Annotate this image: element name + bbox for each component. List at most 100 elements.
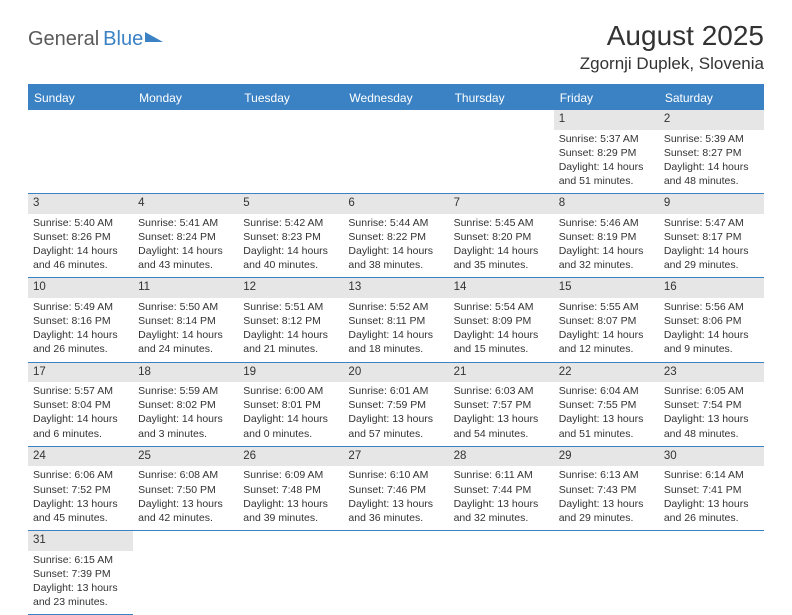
- day-number: 17: [28, 363, 133, 383]
- weekday-header: Friday: [554, 86, 659, 110]
- day-number: 22: [554, 363, 659, 383]
- sunrise-text: Sunrise: 5:42 AM: [243, 216, 338, 230]
- day-number: 11: [133, 278, 238, 298]
- daylight-text: Daylight: 13 hours and 39 minutes.: [243, 497, 338, 525]
- day-number: 24: [28, 447, 133, 467]
- day-number: 12: [238, 278, 343, 298]
- day-cell: 18Sunrise: 5:59 AMSunset: 8:02 PMDayligh…: [133, 363, 238, 447]
- sunset-text: Sunset: 8:09 PM: [454, 314, 549, 328]
- day-cell: 31Sunrise: 6:15 AMSunset: 7:39 PMDayligh…: [28, 531, 133, 615]
- daylight-text: Daylight: 13 hours and 29 minutes.: [559, 497, 654, 525]
- header: GeneralBlue August 2025 Zgornji Duplek, …: [28, 20, 764, 74]
- day-number: 13: [343, 278, 448, 298]
- logo-flag-icon: [145, 32, 163, 42]
- empty-cell: [343, 110, 448, 194]
- day-number: 27: [343, 447, 448, 467]
- day-number: 28: [449, 447, 554, 467]
- empty-cell: [133, 110, 238, 194]
- sunset-text: Sunset: 8:07 PM: [559, 314, 654, 328]
- daylight-text: Daylight: 13 hours and 54 minutes.: [454, 412, 549, 440]
- logo-text-blue: Blue: [103, 28, 143, 51]
- day-number: 14: [449, 278, 554, 298]
- sunrise-text: Sunrise: 5:50 AM: [138, 300, 233, 314]
- sunset-text: Sunset: 8:14 PM: [138, 314, 233, 328]
- day-number: 19: [238, 363, 343, 383]
- daylight-text: Daylight: 14 hours and 3 minutes.: [138, 412, 233, 440]
- daylight-text: Daylight: 14 hours and 24 minutes.: [138, 328, 233, 356]
- sunset-text: Sunset: 7:39 PM: [33, 567, 128, 581]
- day-number: 25: [133, 447, 238, 467]
- day-number: 16: [659, 278, 764, 298]
- day-cell: 28Sunrise: 6:11 AMSunset: 7:44 PMDayligh…: [449, 447, 554, 531]
- sunset-text: Sunset: 8:11 PM: [348, 314, 443, 328]
- day-cell: 26Sunrise: 6:09 AMSunset: 7:48 PMDayligh…: [238, 447, 343, 531]
- day-cell: 2Sunrise: 5:39 AMSunset: 8:27 PMDaylight…: [659, 110, 764, 194]
- daylight-text: Daylight: 13 hours and 23 minutes.: [33, 581, 128, 609]
- day-number: 15: [554, 278, 659, 298]
- sunrise-text: Sunrise: 6:08 AM: [138, 468, 233, 482]
- day-number: 21: [449, 363, 554, 383]
- daylight-text: Daylight: 13 hours and 51 minutes.: [559, 412, 654, 440]
- day-cell: 30Sunrise: 6:14 AMSunset: 7:41 PMDayligh…: [659, 447, 764, 531]
- sunset-text: Sunset: 8:04 PM: [33, 398, 128, 412]
- day-number: 5: [238, 194, 343, 214]
- day-number: 8: [554, 194, 659, 214]
- daylight-text: Daylight: 14 hours and 35 minutes.: [454, 244, 549, 272]
- sunrise-text: Sunrise: 6:15 AM: [33, 553, 128, 567]
- day-cell: 13Sunrise: 5:52 AMSunset: 8:11 PMDayligh…: [343, 278, 448, 362]
- title-block: August 2025 Zgornji Duplek, Slovenia: [580, 20, 764, 74]
- daylight-text: Daylight: 14 hours and 6 minutes.: [33, 412, 128, 440]
- sunrise-text: Sunrise: 5:44 AM: [348, 216, 443, 230]
- sunrise-text: Sunrise: 5:51 AM: [243, 300, 338, 314]
- daylight-text: Daylight: 13 hours and 26 minutes.: [664, 497, 759, 525]
- sunrise-text: Sunrise: 6:06 AM: [33, 468, 128, 482]
- weekday-header: Thursday: [449, 86, 554, 110]
- daylight-text: Daylight: 14 hours and 29 minutes.: [664, 244, 759, 272]
- day-number: 26: [238, 447, 343, 467]
- day-cell: 29Sunrise: 6:13 AMSunset: 7:43 PMDayligh…: [554, 447, 659, 531]
- day-cell: 15Sunrise: 5:55 AMSunset: 8:07 PMDayligh…: [554, 278, 659, 362]
- sunrise-text: Sunrise: 5:37 AM: [559, 132, 654, 146]
- weekday-header: Tuesday: [238, 86, 343, 110]
- sunrise-text: Sunrise: 5:46 AM: [559, 216, 654, 230]
- daylight-text: Daylight: 14 hours and 21 minutes.: [243, 328, 338, 356]
- daylight-text: Daylight: 13 hours and 36 minutes.: [348, 497, 443, 525]
- weekday-header: Wednesday: [343, 86, 448, 110]
- daylight-text: Daylight: 13 hours and 32 minutes.: [454, 497, 549, 525]
- sunset-text: Sunset: 8:17 PM: [664, 230, 759, 244]
- day-cell: 16Sunrise: 5:56 AMSunset: 8:06 PMDayligh…: [659, 278, 764, 362]
- daylight-text: Daylight: 14 hours and 51 minutes.: [559, 160, 654, 188]
- day-number: 1: [554, 110, 659, 130]
- sunset-text: Sunset: 7:54 PM: [664, 398, 759, 412]
- day-cell: 5Sunrise: 5:42 AMSunset: 8:23 PMDaylight…: [238, 194, 343, 278]
- day-number: 29: [554, 447, 659, 467]
- sunset-text: Sunset: 7:46 PM: [348, 483, 443, 497]
- sunrise-text: Sunrise: 6:03 AM: [454, 384, 549, 398]
- sunrise-text: Sunrise: 5:47 AM: [664, 216, 759, 230]
- sunrise-text: Sunrise: 6:01 AM: [348, 384, 443, 398]
- daylight-text: Daylight: 13 hours and 45 minutes.: [33, 497, 128, 525]
- day-number: 7: [449, 194, 554, 214]
- day-cell: 19Sunrise: 6:00 AMSunset: 8:01 PMDayligh…: [238, 363, 343, 447]
- sunset-text: Sunset: 8:06 PM: [664, 314, 759, 328]
- empty-cell: [28, 110, 133, 194]
- day-cell: 1Sunrise: 5:37 AMSunset: 8:29 PMDaylight…: [554, 110, 659, 194]
- sunrise-text: Sunrise: 6:09 AM: [243, 468, 338, 482]
- daylight-text: Daylight: 14 hours and 43 minutes.: [138, 244, 233, 272]
- daylight-text: Daylight: 14 hours and 48 minutes.: [664, 160, 759, 188]
- sunrise-text: Sunrise: 5:55 AM: [559, 300, 654, 314]
- sunset-text: Sunset: 8:01 PM: [243, 398, 338, 412]
- day-number: 4: [133, 194, 238, 214]
- day-number: 9: [659, 194, 764, 214]
- sunrise-text: Sunrise: 5:40 AM: [33, 216, 128, 230]
- sunset-text: Sunset: 7:52 PM: [33, 483, 128, 497]
- sunset-text: Sunset: 7:43 PM: [559, 483, 654, 497]
- day-number: 30: [659, 447, 764, 467]
- sunrise-text: Sunrise: 5:56 AM: [664, 300, 759, 314]
- sunset-text: Sunset: 8:24 PM: [138, 230, 233, 244]
- sunset-text: Sunset: 7:50 PM: [138, 483, 233, 497]
- day-cell: 14Sunrise: 5:54 AMSunset: 8:09 PMDayligh…: [449, 278, 554, 362]
- day-cell: 17Sunrise: 5:57 AMSunset: 8:04 PMDayligh…: [28, 363, 133, 447]
- sunset-text: Sunset: 7:55 PM: [559, 398, 654, 412]
- weekday-header: Sunday: [28, 86, 133, 110]
